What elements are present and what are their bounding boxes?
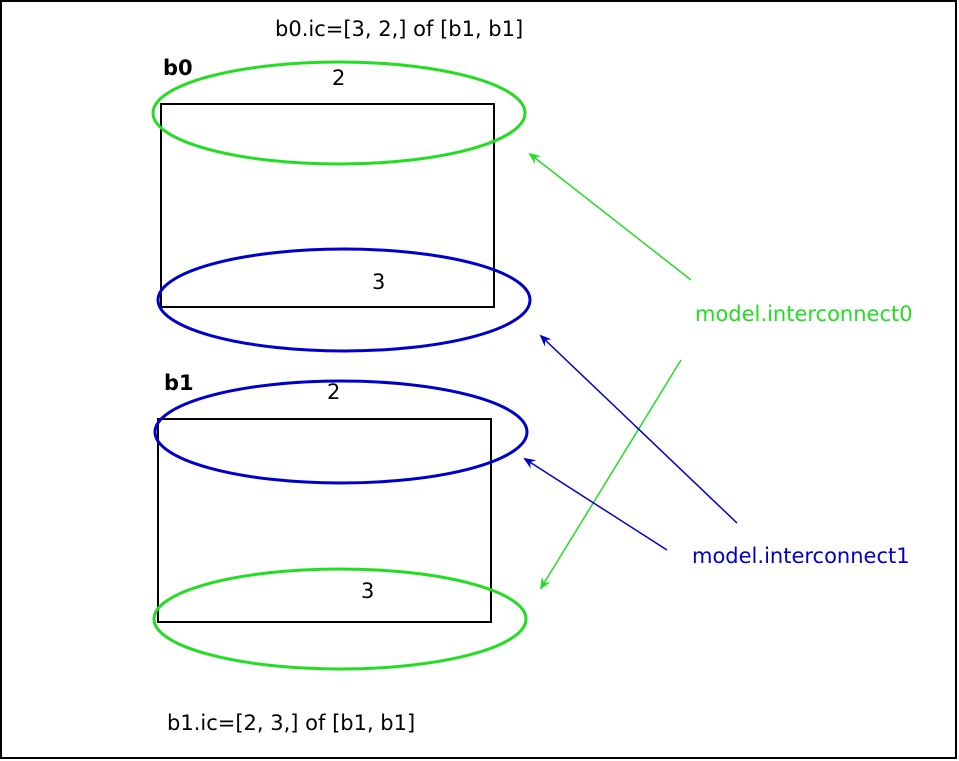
interconnect1-label: model.interconnect1 xyxy=(692,544,910,568)
block-b0 xyxy=(160,103,495,308)
b0-bottom-face-number: 3 xyxy=(372,270,385,294)
caption-bottom: b1.ic=[2, 3,] of [b1, b1] xyxy=(167,711,415,735)
block-b1-label: b1 xyxy=(164,371,194,395)
b0-top-face-number: 2 xyxy=(332,66,345,90)
interconnect1-arrow-to-b1-top xyxy=(523,457,668,551)
interconnect0-label: model.interconnect0 xyxy=(695,302,913,326)
b1-bottom-face-number: 3 xyxy=(361,579,374,603)
b1-bottom-face-ring xyxy=(152,567,528,671)
interconnect0-arrow-to-b0-top xyxy=(528,152,692,281)
caption-top: b0.ic=[3, 2,] of [b1, b1] xyxy=(275,17,523,41)
interconnect0-arrow-to-b1-bottom xyxy=(539,359,682,590)
b0-bottom-face-ring xyxy=(156,247,532,353)
b1-top-face-number: 2 xyxy=(327,380,340,404)
b1-top-face-ring xyxy=(153,379,529,485)
block-b0-label: b0 xyxy=(163,56,193,80)
block-b1 xyxy=(157,418,492,623)
b0-top-face-ring xyxy=(151,60,527,166)
interconnect1-arrow-to-b0-bottom xyxy=(539,334,738,524)
